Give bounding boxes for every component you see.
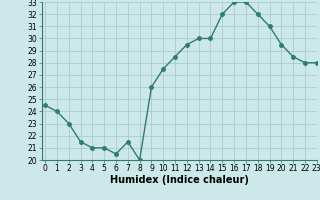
X-axis label: Humidex (Indice chaleur): Humidex (Indice chaleur) [110,175,249,185]
